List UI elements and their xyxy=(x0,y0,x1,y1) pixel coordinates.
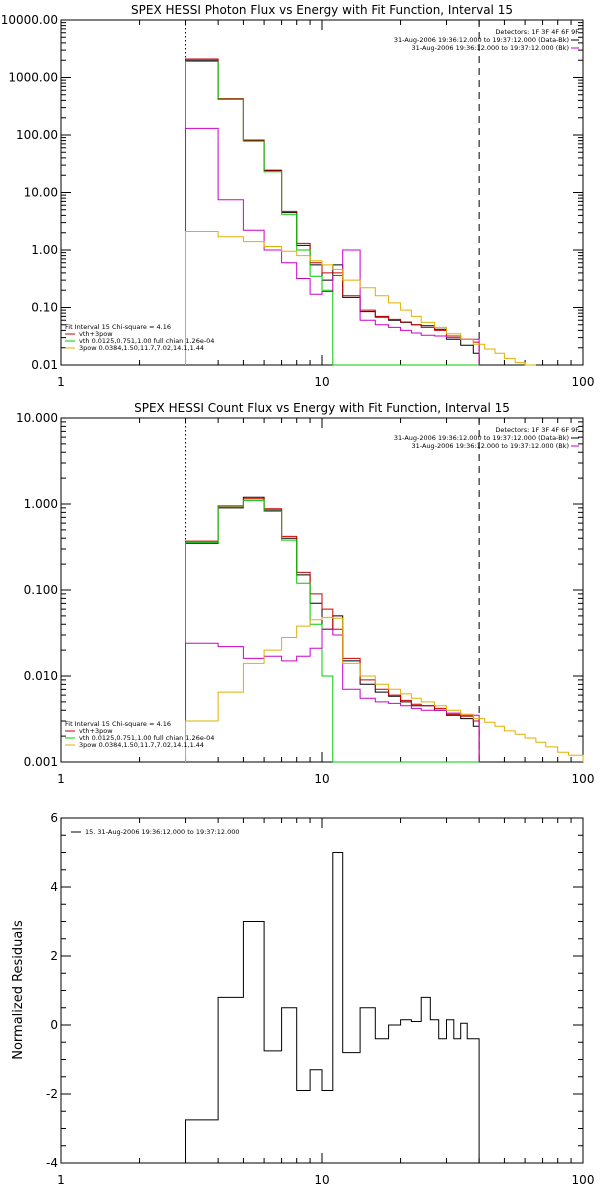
legend-entry: vth 0.0125,0.751,1.00 full chian 1.26e-0… xyxy=(79,734,214,742)
plot-frame xyxy=(60,19,584,366)
x-tick-label: 100 xyxy=(572,772,595,786)
legend-entry: 31-Aug-2006 19:36:12.000 to 19:37:12.000… xyxy=(394,434,569,442)
legend-entry: vth 0.0125,0.751,1.00 full chian 1.26e-0… xyxy=(79,337,214,345)
y-tick-label: 4 xyxy=(50,880,58,894)
x-tick-label: 1 xyxy=(57,772,65,786)
y-tick-label: 1.000 xyxy=(24,497,58,511)
legend-bottom: Fit Interval 15 Chi-square = 4.16vth+3po… xyxy=(65,323,214,352)
axis-ticks: 1 10 100 0.01 0.10 1.00 10.00 100.00 1000.00 1000… xyxy=(1,13,595,389)
y-tick-label: 100.00 xyxy=(16,128,58,142)
legend-top: 15. 31-Aug-2006 19:36:12.000 to 19:37:12… xyxy=(71,828,240,836)
y-tick-label: 0.001 xyxy=(24,755,58,769)
tick-marks xyxy=(60,19,584,366)
tick-marks xyxy=(60,417,584,763)
plot-frame xyxy=(60,817,584,1164)
y-tick-label: 0.10 xyxy=(31,301,58,315)
legend-entry: 31-Aug-2006 19:36:12.000 to 19:37:12.000… xyxy=(394,36,569,44)
photon-flux-panel: SPEX HESSI Photon Flux vs Energy with Fi… xyxy=(1,3,595,389)
y-tick-label: 0.100 xyxy=(24,583,58,597)
count-flux-panel: SPEX HESSI Count Flux vs Energy with Fit… xyxy=(16,401,594,786)
chart-title: SPEX HESSI Photon Flux vs Energy with Fi… xyxy=(131,3,513,17)
x-tick-label: 10 xyxy=(314,1173,329,1187)
legend-bottom: Fit Interval 15 Chi-square = 4.16vth+3po… xyxy=(65,720,214,749)
series-lines xyxy=(185,58,536,366)
y-tick-label: 0.01 xyxy=(31,358,58,372)
axis-ticks: 1 10 100 0.001 0.010 0.100 1.000 10.000 xyxy=(16,411,594,786)
legend-header: Fit Interval 15 Chi-square = 4.16 xyxy=(65,720,171,728)
x-tick-label: 100 xyxy=(572,375,595,389)
legend-entry: 3pow 0.0384,1.50,11.7,7.02,14.1,1.44 xyxy=(79,741,204,749)
series-line-3 xyxy=(185,61,480,366)
series-line-3 xyxy=(185,499,480,763)
series-lines xyxy=(185,852,480,1163)
y-tick-label: -4 xyxy=(46,1156,58,1170)
legend-entry: vth+3pow xyxy=(79,330,113,338)
x-tick-label: 1 xyxy=(57,375,65,389)
x-tick-label: 1 xyxy=(57,1173,65,1187)
y-tick-label: 2 xyxy=(50,949,58,963)
legend-entry: 3pow 0.0384,1.50,11.7,7.02,14.1,1.44 xyxy=(79,344,204,352)
legend-entry: 15. 31-Aug-2006 19:36:12.000 to 19:37:12… xyxy=(85,828,240,836)
y-tick-label: 10.000 xyxy=(16,411,58,425)
y-axis-label: Normalized Residuals xyxy=(11,920,26,1060)
y-tick-label: 0.010 xyxy=(24,669,58,683)
x-tick-label: 10 xyxy=(314,375,329,389)
series-line-5 xyxy=(185,231,536,366)
y-tick-label: 10000.00 xyxy=(1,13,58,27)
axis-ticks: 1 10 100 -4 -2 0 2 4 6 xyxy=(46,811,594,1187)
legend-header: Fit Interval 15 Chi-square = 4.16 xyxy=(65,323,171,331)
legend-entry: Detectors: 1F 3F 4F 6F 9F xyxy=(495,426,579,434)
series-line-1 xyxy=(185,852,480,1163)
x-tick-label: 10 xyxy=(314,772,329,786)
y-tick-label: 1000.00 xyxy=(8,71,58,85)
residuals-panel: Normalized Residuals 1 10 100 -4 -2 0 2 4 6 15. … xyxy=(11,811,594,1187)
y-tick-label: 6 xyxy=(50,811,58,825)
chart-title: SPEX HESSI Count Flux vs Energy with Fit… xyxy=(134,401,510,415)
plot-frame xyxy=(60,417,584,763)
x-tick-label: 100 xyxy=(572,1173,595,1187)
tick-marks xyxy=(60,817,584,1164)
series-lines xyxy=(185,496,584,763)
y-tick-label: 10.00 xyxy=(24,186,58,200)
y-tick-label: 1.00 xyxy=(31,243,58,257)
legend-entry: Detectors: 1F 3F 4F 6F 9F xyxy=(495,28,579,36)
y-tick-label: -2 xyxy=(46,1087,58,1101)
legend-entry: vth+3pow xyxy=(79,727,113,735)
legend-entry: 31-Aug-2006 19:36:12.000 to 19:37:12.000… xyxy=(412,442,569,450)
legend-entry: 31-Aug-2006 19:36:12.000 to 19:37:12.000… xyxy=(412,44,569,52)
y-tick-label: 0 xyxy=(50,1018,58,1032)
series-line-5 xyxy=(185,616,584,762)
